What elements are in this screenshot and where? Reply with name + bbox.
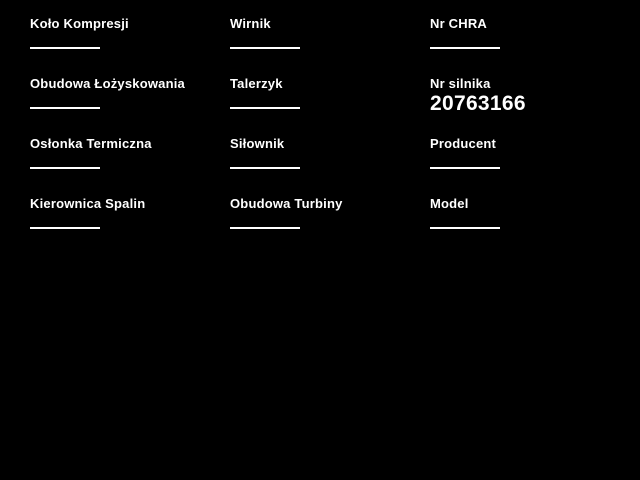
- field-talerzyk[interactable]: Talerzyk: [230, 76, 430, 136]
- field-input-underline[interactable]: [30, 107, 100, 109]
- field-label: Obudowa Turbiny: [230, 196, 343, 211]
- field-input-underline[interactable]: [30, 47, 100, 49]
- field-silownik[interactable]: Siłownik: [230, 136, 430, 196]
- field-obudowa-lozyskowania[interactable]: Obudowa Łożyskowania: [30, 76, 230, 136]
- field-wirnik[interactable]: Wirnik: [230, 16, 430, 76]
- field-nr-silnika[interactable]: Nr silnika 20763166: [430, 76, 630, 136]
- field-input-underline[interactable]: [230, 47, 300, 49]
- field-obudowa-turbiny[interactable]: Obudowa Turbiny: [230, 196, 430, 256]
- field-label: Nr CHRA: [430, 16, 488, 31]
- field-input-underline[interactable]: [430, 227, 500, 229]
- field-producent[interactable]: Producent: [430, 136, 630, 196]
- field-input-underline[interactable]: [30, 167, 100, 169]
- field-label: Talerzyk: [230, 76, 283, 91]
- field-input-underline[interactable]: [230, 167, 300, 169]
- field-kierownica-spalin[interactable]: Kierownica Spalin: [30, 196, 230, 256]
- field-nr-chra[interactable]: Nr CHRA: [430, 16, 630, 76]
- field-label: Wirnik: [230, 16, 271, 31]
- field-input-underline[interactable]: [430, 47, 500, 49]
- field-oslonka-termiczna[interactable]: Osłonka Termiczna: [30, 136, 230, 196]
- field-input-underline[interactable]: [430, 167, 500, 169]
- field-kolo-kompresji[interactable]: Koło Kompresji: [30, 16, 230, 76]
- field-label: Producent: [430, 136, 497, 151]
- field-label: Siłownik: [230, 136, 285, 151]
- field-input-underline[interactable]: [230, 107, 300, 109]
- field-value[interactable]: 20763166: [430, 92, 526, 115]
- field-label: Kierownica Spalin: [30, 196, 146, 211]
- field-label: Osłonka Termiczna: [30, 136, 152, 151]
- field-label: Obudowa Łożyskowania: [30, 76, 185, 91]
- field-label: Koło Kompresji: [30, 16, 129, 31]
- field-label: Model: [430, 196, 469, 211]
- field-label: Nr silnika: [430, 76, 491, 91]
- parts-form: Koło Kompresji Wirnik Nr CHRA Obudowa Ło…: [30, 16, 630, 256]
- field-input-underline[interactable]: [230, 227, 300, 229]
- field-model[interactable]: Model: [430, 196, 630, 256]
- field-input-underline[interactable]: [30, 227, 100, 229]
